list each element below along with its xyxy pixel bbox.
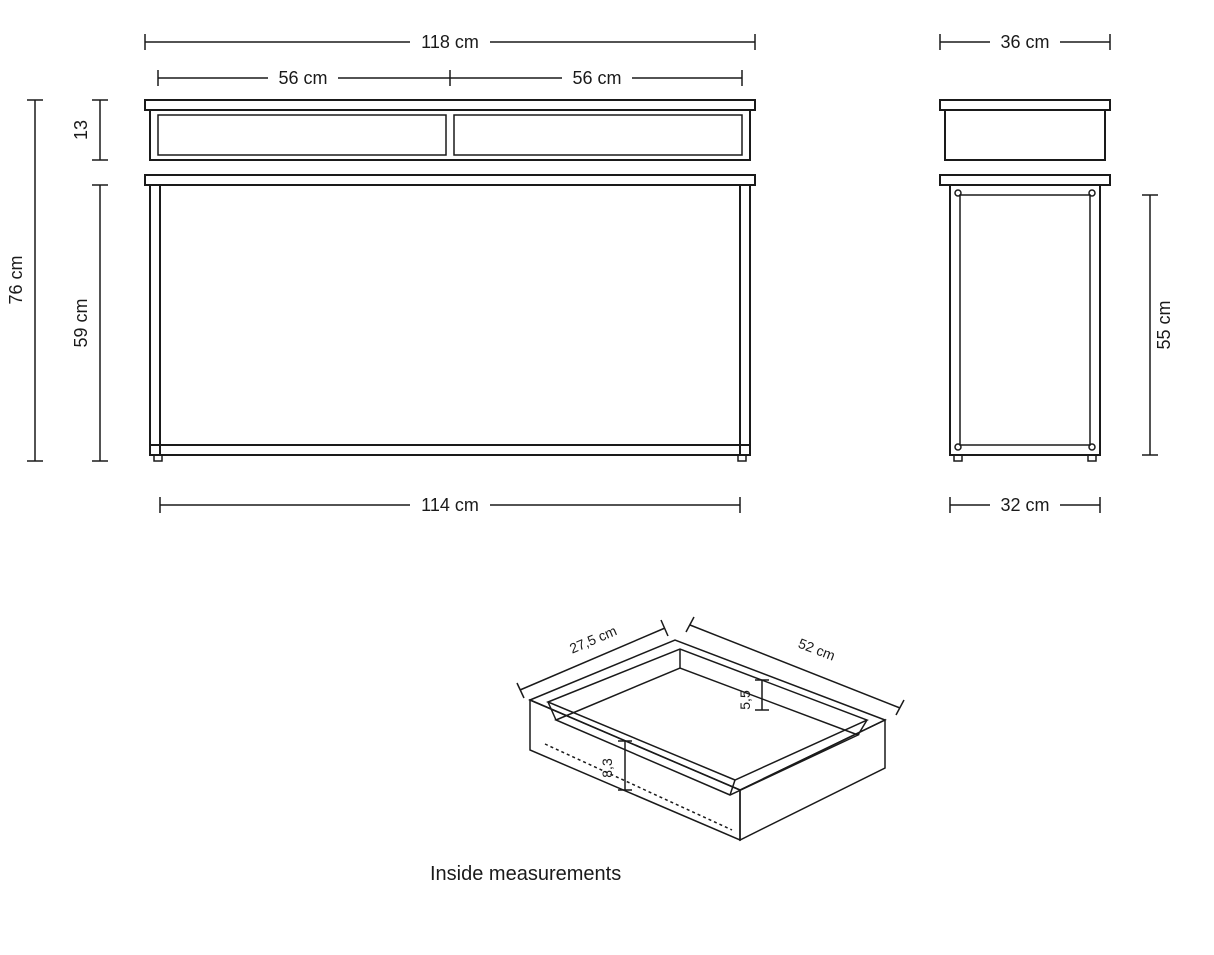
dim-side-height-label: 55 cm (1154, 300, 1174, 349)
dim-depth-bottom-label: 32 cm (1000, 495, 1049, 515)
front-view: 118 cm 56 cm 56 cm (6, 28, 755, 519)
dim-drawer-depth: 27,5 cm (517, 620, 668, 698)
dimension-diagram: 118 cm 56 cm 56 cm (0, 0, 1214, 955)
drawer-iso: 27,5 cm 52 cm 5,5 8,3 Inside measurement… (430, 617, 904, 885)
furniture-drawer (530, 640, 885, 840)
furniture-side (940, 100, 1110, 461)
dim-drawer-height-label: 13 (71, 120, 91, 140)
dim-drawer-height: 13 (71, 100, 108, 160)
dim-side-height: 55 cm (1142, 195, 1174, 455)
dim-total-height: 76 cm (6, 100, 43, 461)
dim-drawer-right-label: 56 cm (572, 68, 621, 88)
dim-drawer-front-h-label: 8,3 (599, 758, 615, 778)
drawer-caption: Inside measurements (430, 863, 621, 885)
dim-depth-top: 36 cm (940, 28, 1110, 56)
dim-drawer-width-label: 52 cm (796, 635, 837, 664)
dim-drawer-left-label: 56 cm (278, 68, 327, 88)
dim-total-width-label: 118 cm (421, 32, 479, 52)
dim-drawer-inner-h-label: 5,5 (737, 690, 753, 710)
dim-drawer-front-h: 8,3 (599, 741, 632, 790)
dim-total-height-label: 76 cm (6, 255, 26, 304)
furniture-front (145, 100, 755, 461)
dim-depth-bottom: 32 cm (950, 491, 1100, 519)
dim-below-height: 59 cm (71, 185, 108, 461)
dim-inner-width: 114 cm (160, 491, 740, 519)
dim-depth-top-label: 36 cm (1000, 32, 1049, 52)
dim-inner-width-label: 114 cm (421, 495, 479, 515)
dim-below-height-label: 59 cm (71, 298, 91, 347)
dim-drawer-widths: 56 cm 56 cm (158, 64, 742, 92)
dim-total-width: 118 cm (145, 28, 755, 56)
side-view: 36 cm 55 cm (940, 28, 1174, 519)
dim-drawer-width: 52 cm (686, 617, 904, 715)
